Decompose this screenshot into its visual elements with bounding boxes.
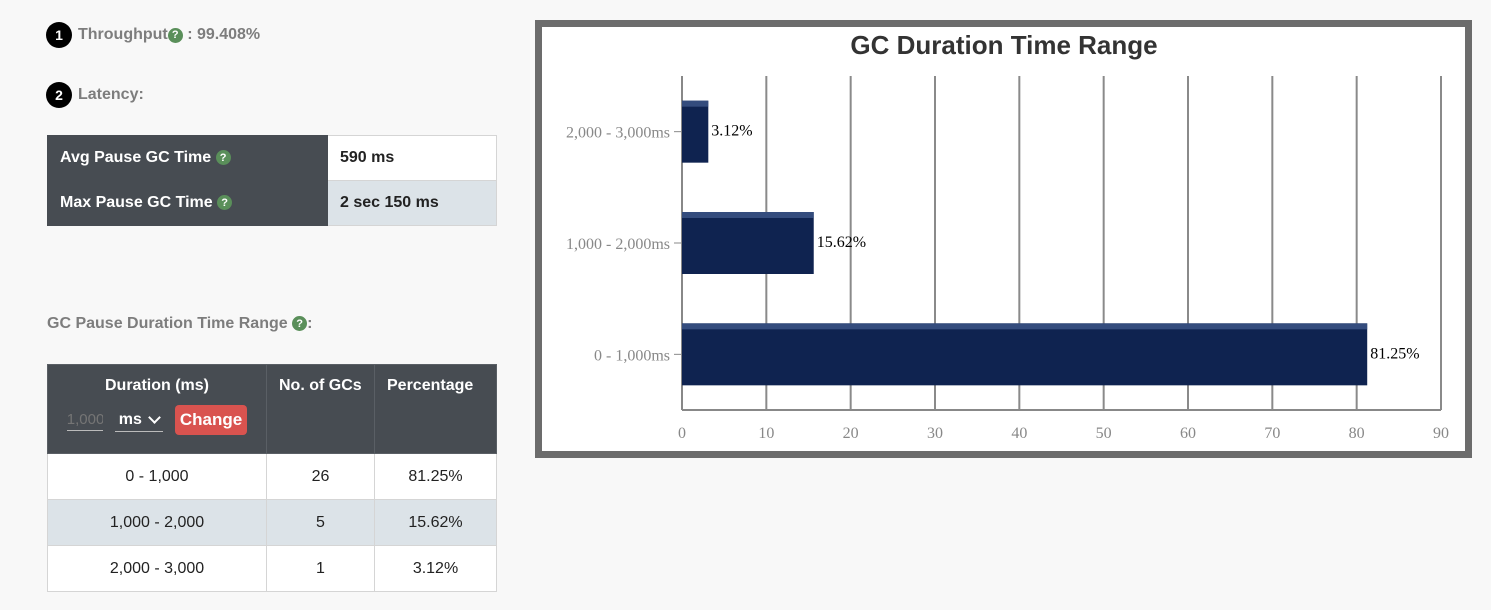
help-icon[interactable]: ? [292, 316, 308, 332]
x-tick-label: 70 [1264, 425, 1280, 442]
count-cell: 5 [266, 499, 375, 546]
step-badge-2: 2 [46, 82, 72, 108]
avg-pause-label: Avg Pause GC Time [60, 149, 212, 166]
throughput-separator: : [182, 26, 197, 43]
x-tick-label: 10 [758, 425, 774, 442]
chevron-down-icon [148, 410, 161, 424]
max-pause-value: 2 sec 150 ms [327, 180, 497, 226]
percentage-header: Percentage [374, 364, 497, 454]
chart-canvas: GC Duration Time Range 0 10 20 30 40 50 60 70 80… [566, 30, 1449, 442]
help-icon[interactable]: ? [215, 150, 231, 166]
avg-pause-value: 590 ms [327, 135, 497, 181]
count-header: No. of GCs [266, 364, 375, 454]
x-tick-label: 60 [1180, 425, 1196, 442]
table-row: 0 - 1,000 26 81.25% [47, 453, 497, 500]
throughput-value: 99.408% [196, 26, 261, 43]
throughput-row: 1 Throughput ? : 99.408% [46, 22, 260, 48]
x-tick-label: 30 [927, 425, 943, 442]
chart-title: GC Duration Time Range [850, 30, 1157, 60]
count-cell: 26 [266, 453, 375, 500]
duration-title-text: GC Pause Duration Time Range [47, 315, 288, 332]
duration-input[interactable] [66, 409, 103, 431]
help-icon[interactable]: ? [167, 27, 183, 43]
duration-header: Duration (ms) ms Change [47, 364, 267, 454]
y-category-label: 1,000 - 2,000ms [566, 236, 670, 253]
chart-bar-highlight [682, 212, 814, 218]
unit-select[interactable]: ms [114, 409, 163, 432]
range-cell: 2,000 - 3,000 [47, 545, 267, 592]
chart-bar-highlight [682, 323, 1368, 330]
x-tick-label: 90 [1433, 425, 1449, 442]
table-row: 1,000 - 2,000 5 15.62% [47, 499, 497, 546]
latency-label: Latency: [78, 86, 144, 103]
latency-row: 2 Latency: [46, 82, 144, 108]
table-row: Max Pause GC Time ? 2 sec 150 ms [47, 180, 497, 226]
y-category-label: 2,000 - 3,000ms [566, 125, 670, 142]
table-row: 2,000 - 3,000 1 3.12% [47, 545, 497, 592]
x-tick-label: 80 [1349, 425, 1365, 442]
data-label: 81.25% [1370, 345, 1419, 362]
chart-bar [682, 323, 1368, 386]
pct-cell: 15.62% [374, 499, 497, 546]
throughput-label: Throughput [78, 26, 168, 43]
range-cell: 1,000 - 2,000 [47, 499, 267, 546]
avg-pause-label-cell: Avg Pause GC Time ? [47, 135, 328, 181]
gc-duration-chart: GC Duration Time Range 0 10 20 30 40 50 60 70 80… [535, 20, 1472, 458]
unit-select-value: ms [118, 410, 142, 428]
table-row: Avg Pause GC Time ? 590 ms [47, 135, 497, 181]
max-pause-label: Max Pause GC Time [60, 194, 213, 211]
duration-title-suffix: : [307, 315, 313, 332]
range-cell: 0 - 1,000 [47, 453, 267, 500]
duration-header-label: Duration (ms) [105, 377, 209, 394]
pct-cell: 3.12% [374, 545, 497, 592]
x-tick-label: 50 [1096, 425, 1112, 442]
help-icon[interactable]: ? [217, 195, 233, 211]
latency-table: Avg Pause GC Time ? 590 ms Max Pause GC … [47, 135, 497, 226]
change-button[interactable]: Change [174, 405, 248, 435]
y-category-label: 0 - 1,000ms [594, 347, 670, 364]
duration-controls: ms Change [60, 405, 254, 435]
count-cell: 1 [266, 545, 375, 592]
chart-bar-highlight [682, 100, 709, 107]
max-pause-label-cell: Max Pause GC Time ? [47, 180, 328, 226]
chart-bar [682, 212, 814, 274]
duration-table: Duration (ms) ms Change No. of GCs Perce… [47, 364, 497, 592]
data-label: 3.12% [711, 123, 752, 140]
x-tick-label: 0 [678, 425, 686, 442]
data-label: 15.62% [817, 234, 866, 251]
pct-cell: 81.25% [374, 453, 497, 500]
chart-bar [682, 100, 709, 163]
x-tick-label: 20 [843, 425, 859, 442]
step-badge-1: 1 [46, 22, 72, 48]
duration-section-title: GC Pause Duration Time Range ?: [47, 315, 312, 333]
duration-table-header: Duration (ms) ms Change No. of GCs Perce… [47, 364, 497, 454]
x-tick-label: 40 [1011, 425, 1027, 442]
